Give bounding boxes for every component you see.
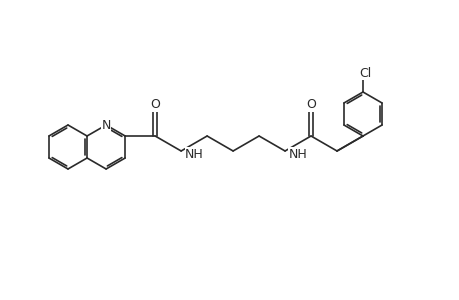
Text: N: N (101, 118, 111, 131)
Text: NH: NH (185, 148, 203, 160)
Text: O: O (305, 98, 315, 111)
Text: O: O (150, 98, 160, 111)
Text: Cl: Cl (358, 67, 370, 80)
Text: NH: NH (288, 148, 307, 160)
